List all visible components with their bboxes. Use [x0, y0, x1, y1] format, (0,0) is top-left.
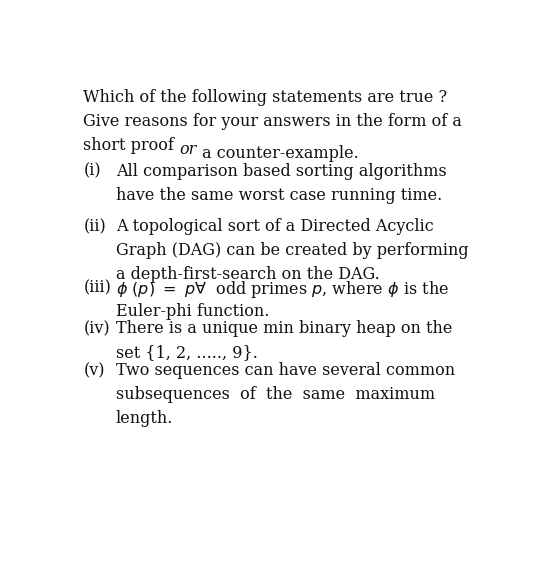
Text: (iv): (iv): [83, 320, 110, 338]
Text: Give reasons for your answers in the form of a: Give reasons for your answers in the for…: [83, 113, 462, 130]
Text: (v): (v): [83, 362, 105, 380]
Text: (ii): (ii): [83, 218, 106, 235]
Text: Graph (DAG) can be created by performing: Graph (DAG) can be created by performing: [116, 242, 468, 259]
Text: (i): (i): [83, 163, 101, 179]
Text: A topological sort of a Directed Acyclic: A topological sort of a Directed Acyclic: [116, 218, 434, 235]
Text: All comparison based sorting algorithms: All comparison based sorting algorithms: [116, 163, 447, 179]
Text: $\phi$ $(p)$ $=$ $p\forall$  odd primes $p$, where $\phi$ is the: $\phi$ $(p)$ $=$ $p\forall$ odd primes $…: [116, 279, 449, 301]
Text: subsequences  of  the  same  maximum: subsequences of the same maximum: [116, 387, 435, 403]
Text: have the same worst case running time.: have the same worst case running time.: [116, 186, 442, 204]
Text: a depth-first-search on the DAG.: a depth-first-search on the DAG.: [116, 266, 380, 283]
Text: set {1, 2, ....., 9}.: set {1, 2, ....., 9}.: [116, 344, 258, 361]
Text: a counter-example.: a counter-example.: [197, 145, 359, 162]
Text: length.: length.: [116, 410, 173, 428]
Text: (iii): (iii): [83, 279, 111, 297]
Text: short proof: short proof: [83, 137, 179, 154]
Text: Euler-phi function.: Euler-phi function.: [116, 304, 269, 320]
Text: Which of the following statements are true ?: Which of the following statements are tr…: [83, 89, 448, 106]
Text: Two sequences can have several common: Two sequences can have several common: [116, 362, 455, 380]
Text: There is a unique min binary heap on the: There is a unique min binary heap on the: [116, 320, 452, 338]
Text: or: or: [179, 141, 197, 158]
